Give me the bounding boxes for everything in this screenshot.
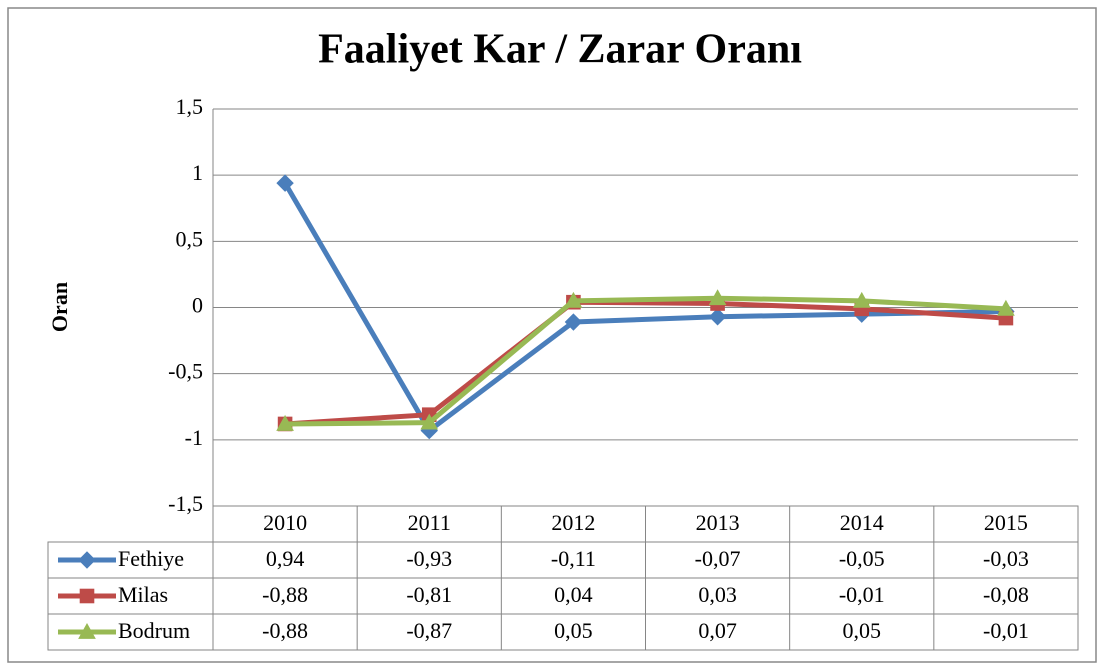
chart-border (7, 7, 1097, 663)
marker (78, 551, 96, 569)
y-tick-label: -0,5 (168, 359, 203, 384)
y-tick-label: -1,5 (168, 491, 203, 516)
marker (708, 308, 727, 326)
table-value: -0,05 (839, 546, 885, 571)
legend-label: Milas (118, 582, 168, 607)
series-line (282, 181, 1006, 434)
y-axis-label: Oran (47, 282, 72, 332)
chart-title: Faaliyet Kar / Zarar Oranı (318, 27, 802, 73)
marker (79, 588, 95, 604)
table-value: -0,11 (551, 546, 596, 571)
marker (564, 313, 583, 331)
legend-label: Fethiye (118, 546, 184, 571)
marker (852, 291, 871, 308)
legend-label: Bodrum (118, 618, 190, 643)
table-value: -0,03 (983, 546, 1029, 571)
table-value: -0,93 (406, 546, 452, 571)
marker (78, 622, 96, 639)
table-value: 0,04 (554, 582, 593, 607)
y-tick-label: 1 (192, 160, 203, 185)
table-value: -0,88 (262, 582, 308, 607)
x-tick-label: 2014 (840, 510, 884, 535)
y-tick-label: 0 (192, 293, 203, 318)
y-tick-label: -1 (185, 425, 203, 450)
table-value: 0,03 (698, 582, 737, 607)
table-value: 0,07 (698, 618, 737, 643)
table-value: -0,87 (406, 618, 452, 643)
marker (997, 299, 1015, 316)
table-value: -0,07 (695, 546, 741, 571)
table-value: -0,08 (983, 582, 1029, 607)
table-value: -0,01 (839, 582, 885, 607)
x-tick-label: 2013 (696, 510, 740, 535)
series-line (284, 299, 1007, 427)
table-value: 0,05 (843, 618, 882, 643)
marker (420, 413, 439, 430)
table-value: -0,81 (406, 582, 452, 607)
table-value: 0,94 (266, 546, 305, 571)
x-tick-label: 2010 (263, 510, 307, 535)
x-tick-label: 2011 (408, 510, 451, 535)
marker (564, 291, 583, 308)
x-tick-label: 2012 (551, 510, 595, 535)
table-value: -0,01 (983, 618, 1029, 643)
x-tick-label: 2015 (984, 510, 1028, 535)
y-tick-label: 0,5 (176, 226, 204, 251)
table-value: 0,05 (554, 618, 593, 643)
series-line (285, 295, 1007, 427)
marker (276, 414, 294, 431)
y-tick-label: 1,5 (176, 94, 204, 119)
table-value: -0,88 (262, 618, 308, 643)
marker (276, 174, 294, 192)
marker (708, 289, 727, 306)
